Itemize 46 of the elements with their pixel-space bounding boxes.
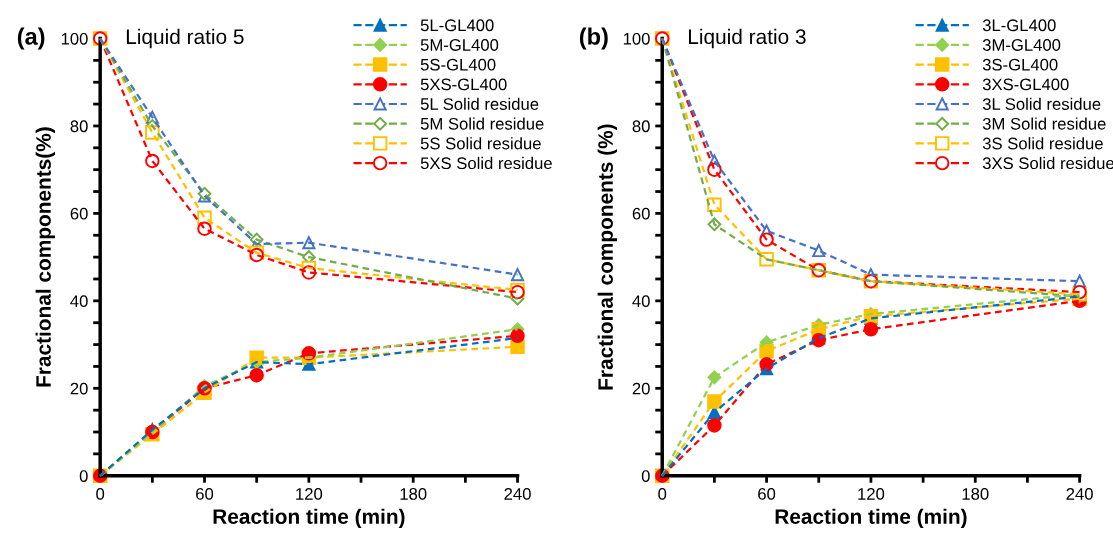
y-axis-title: Fractional components (%) [597, 124, 618, 390]
legend-label: 5L-GL400 [420, 19, 494, 32]
x-tick-label: 60 [196, 488, 214, 500]
legend-label: 3XS-GL400 [982, 78, 1069, 91]
x-tick-label: 180 [400, 488, 427, 500]
y-tick-label: 20 [632, 382, 650, 395]
text: (a) [17, 27, 45, 50]
x-tick-label: 120 [296, 488, 323, 500]
annotation: Liquid ratio 5 [126, 28, 244, 49]
legend-label: 3S Solid residue [982, 137, 1103, 150]
legend-label: 5XS-GL400 [420, 78, 507, 91]
x-tick-label: 240 [1066, 488, 1093, 500]
legend-label: 5L Solid residue [420, 97, 539, 110]
x-tick-label: 0 [658, 488, 667, 500]
y-tick-label: 80 [70, 120, 88, 133]
legend-label: 3L Solid residue [982, 97, 1101, 110]
legend-label: 3XS Solid residue [982, 156, 1113, 170]
y-axis-title: Fractional components(%) [35, 127, 55, 387]
text: (b) [579, 27, 608, 50]
legend-label: 3L-GL400 [982, 19, 1056, 32]
y-tick-label: 100 [623, 32, 650, 45]
y-tick-label: 40 [70, 295, 88, 308]
y-tick-label: 100 [61, 32, 88, 45]
legend-label: 5XS Solid residue [420, 156, 552, 170]
y-tick-label: 60 [632, 207, 650, 220]
y-tick-label: 0 [641, 470, 650, 482]
legend-label: 5M Solid residue [420, 117, 544, 130]
x-tick-label: 0 [96, 488, 105, 500]
legend-label: 5M-GL400 [420, 39, 499, 51]
annotation: Liquid ratio 3 [688, 28, 806, 49]
legend-label: 5S-GL400 [420, 58, 496, 71]
y-tick-label: 60 [70, 207, 88, 220]
legend-label: 5S Solid residue [420, 137, 541, 150]
x-tick-label: 240 [504, 488, 531, 500]
legend-label: 3M-GL400 [982, 39, 1061, 51]
legend-label: 3M Solid residue [982, 117, 1106, 130]
y-tick-label: 80 [632, 120, 650, 133]
y-tick-label: 20 [70, 382, 88, 395]
x-tick-label: 60 [758, 488, 776, 500]
x-tick-label: 120 [858, 488, 885, 500]
y-tick-label: 0 [79, 470, 88, 482]
legend-label: 3S-GL400 [982, 58, 1058, 71]
x-axis-title: Reaction time (min) [775, 508, 967, 529]
y-tick-label: 40 [632, 295, 650, 308]
x-axis-title: Reaction time (min) [213, 508, 405, 529]
x-tick-label: 180 [962, 488, 989, 500]
